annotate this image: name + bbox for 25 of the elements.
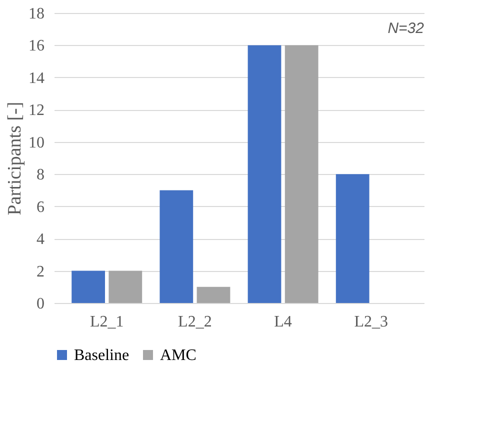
y-tick-label: 14 (28, 70, 44, 87)
y-tick-label: 6 (36, 198, 44, 216)
bar (160, 190, 194, 303)
bar (248, 45, 282, 303)
y-tick-label: 0 (36, 296, 44, 312)
y-tick-label: 8 (36, 166, 44, 184)
x-tick-label: L2_2 (178, 314, 212, 330)
y-tick-label: 4 (36, 231, 44, 248)
legend-label: AMC (160, 347, 196, 364)
bar (108, 270, 142, 303)
bar (336, 174, 370, 303)
y-tick-label: 10 (28, 134, 44, 152)
bar (284, 45, 318, 303)
y-tick-label: 16 (28, 38, 44, 55)
legend-label: Baseline (74, 347, 130, 364)
x-tick-label: L4 (274, 314, 292, 330)
y-tick-label: 12 (28, 102, 44, 120)
y-tick-label: 18 (28, 6, 44, 22)
y-axis-title: Participants [-] (4, 102, 26, 216)
x-tick-label: L2_3 (354, 314, 388, 330)
x-tick-label: L2_1 (90, 314, 124, 330)
annotation: N=32 (388, 20, 425, 37)
bar (72, 270, 106, 303)
y-tick-label: 2 (36, 263, 44, 280)
bar (196, 286, 230, 303)
